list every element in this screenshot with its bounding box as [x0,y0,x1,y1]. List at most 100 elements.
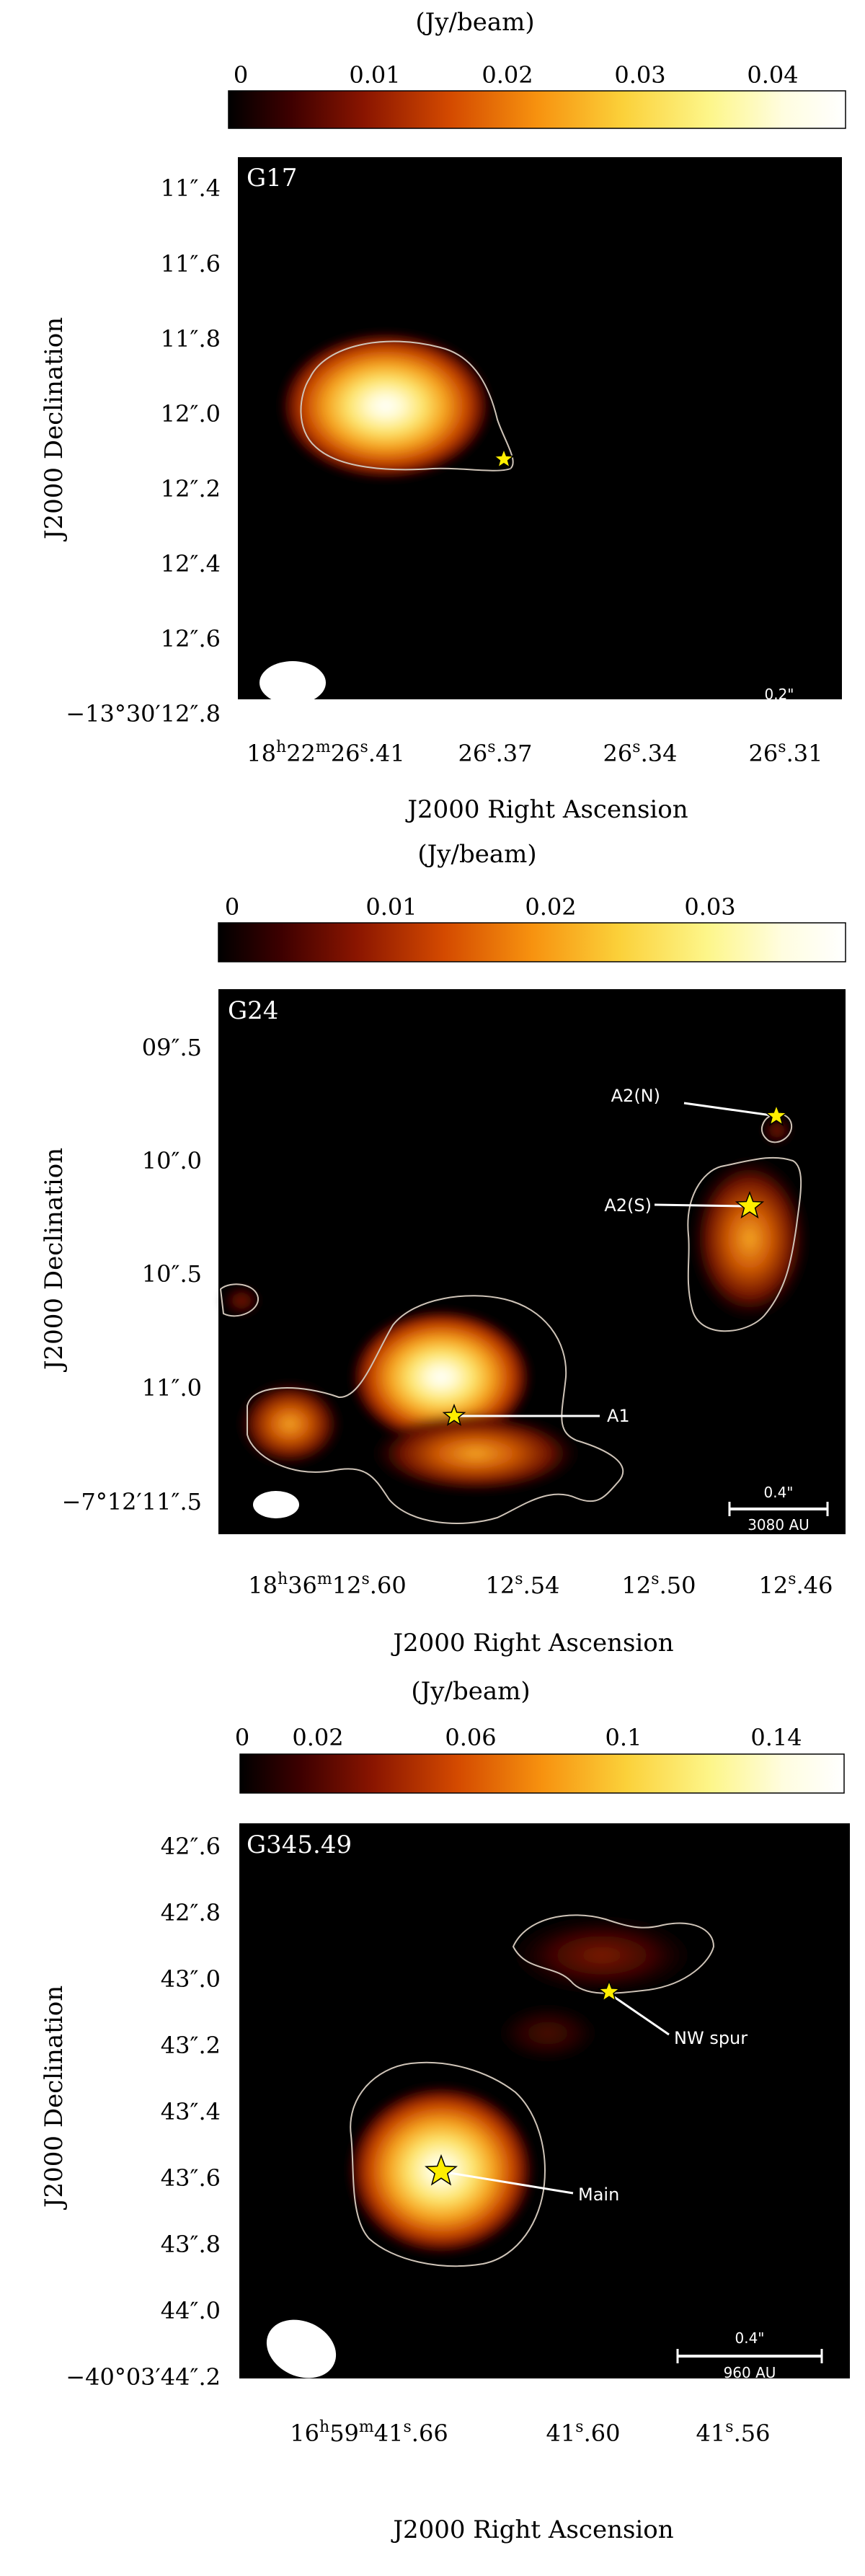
colorbar-label: (Jy/beam) [411,1677,530,1706]
colorbar [228,90,846,129]
x-tick-label: 18h22m26s.41 [247,738,404,767]
x-tick-labels: 16h59m41s.66 41s.60 41s.56 [290,2418,770,2447]
x-tick-label: 26s.34 [603,738,678,767]
colorbar-tick-label: 0.04 [747,61,798,89]
emission-extension [368,1412,584,1495]
contour-line [219,1283,260,1317]
colorbar-tick-label: 0.06 [445,1724,496,1751]
colorbar-ticklabels: 0 0.02 0.06 0.1 0.14 [235,1724,802,1751]
y-axis-label: J2000 Declination [40,317,68,541]
colorbar-tick-label: 0.02 [525,893,576,921]
colorbar-ticklabels: 0 0.01 0.02 0.03 0.04 [234,61,799,89]
emission-map [220,1115,811,1495]
scalebar-bottom-label: 960 AU [724,2364,776,2381]
scalebar: 0.4" 960 AU [676,2329,823,2381]
panel-g345: (Jy/beam) 0 0.02 0.06 0.1 0.14 G345.49 N… [40,1677,850,2544]
y-tick-label: 11″.6 [161,250,221,278]
colorbar-tick-label: 0.1 [606,1724,642,1751]
star-markers [425,1979,621,2186]
contour-line [247,1295,624,1524]
y-tick-label: −40°03′44″.2 [66,2363,221,2391]
colorbar-tick-label: 0.01 [365,893,417,921]
colorbar-label: (Jy/beam) [417,840,536,869]
y-tick-label: 12″.0 [161,400,221,428]
y-tick-label: 43″.6 [161,2164,221,2192]
x-axis-label: J2000 Right Ascension [391,2515,673,2544]
y-tick-label: 43″.8 [161,2231,221,2258]
x-tick-label: 16h59m41s.66 [290,2418,448,2447]
annotation-leaders [459,1102,772,1417]
annotation-label: NW spur [674,2028,748,2048]
y-tick-label: 12″.2 [161,475,221,503]
colorbar-ticklabels: 0 0.01 0.02 0.03 [225,893,736,921]
scalebar-top-label: 0.4" [763,1484,793,1501]
emission-a2 [688,1154,811,1324]
colorbar-tick-label: 0.03 [614,61,665,89]
y-tick-label: 10″.0 [142,1147,202,1174]
x-tick-labels: 18h22m26s.41 26s.37 26s.34 26s.31 [247,738,822,767]
beam-ellipse [253,1491,299,1518]
emission-map [278,330,494,482]
x-tick-label: 26s.37 [458,738,533,767]
beam-ellipse [260,661,326,704]
annotation-label: A2(N) [611,1086,660,1106]
contour-line [687,1156,802,1332]
annotation-leaders [440,1992,670,2195]
y-tick-label: 11″.0 [142,1374,202,1402]
x-tick-label: 18h36m12s.60 [248,1570,406,1599]
colorbar-tick-label: 0.14 [750,1724,802,1751]
y-tick-label: 12″.6 [161,625,221,652]
y-tick-label: 42″.6 [161,1833,221,1860]
contour-line [350,2061,546,2267]
y-axis-label: J2000 Declination [40,1148,68,1372]
x-tick-labels: 18h36m12s.60 12s.54 12s.50 12s.46 [248,1570,833,1599]
y-tick-label: −7°12′11″.5 [62,1488,202,1515]
y-tick-labels: 09″.5 10″.0 10″.5 11″.0 −7°12′11″.5 [62,1034,202,1515]
star-marker [442,1403,466,1426]
star-marker [425,2154,458,2186]
x-tick-label: 12s.50 [622,1570,696,1599]
star-marker [735,1190,765,1219]
y-tick-label: 11″.8 [161,325,221,353]
y-tick-label: 09″.5 [142,1034,202,1061]
y-tick-label: 43″.0 [161,1965,221,1993]
x-tick-label: 41s.60 [546,2418,621,2447]
emission-bridge [490,2001,606,2066]
y-tick-label: 44″.0 [161,2297,221,2324]
x-tick-label: 12s.54 [486,1570,560,1599]
leader-line [440,2170,574,2195]
scalebar-top-label: 0.2" [764,686,794,703]
star-marker [492,447,515,469]
annotation-label: A2(S) [604,1195,652,1216]
star-marker [597,1979,621,2002]
image-frame [239,1823,850,2378]
y-tick-label: −13°30′12″.8 [66,700,221,727]
x-axis-label: J2000 Right Ascension [391,1629,673,1657]
emission-nw-spur [501,1912,703,1999]
y-tick-labels: 42″.6 42″.8 43″.0 43″.2 43″.4 43″.6 43″.… [66,1833,221,2391]
colorbar-tick-label: 0.03 [684,893,735,921]
colorbar-tick-label: 0.02 [292,1724,343,1751]
scalebar: 0.4" 3080 AU [728,1484,829,1533]
contour-lines [350,1914,715,2267]
y-tick-label: 10″.5 [142,1260,202,1288]
colorbar-tick-label: 0 [235,1724,249,1751]
emission-faint-west [220,1283,263,1318]
contour-line [300,340,514,472]
x-tick-label: 26s.31 [749,738,823,767]
scalebar: 0.2" 440 AU [737,686,821,738]
source-label: G17 [247,164,297,192]
panel-g24: (Jy/beam) 0 0.01 0.02 0.03 G24 [40,840,846,1657]
y-tick-label: 42″.8 [161,1899,221,1926]
x-axis-label: J2000 Right Ascension [405,795,688,824]
panel-g17: (Jy/beam) 0 0.01 0.02 0.03 0.04 G17 0.2"… [40,8,846,824]
colorbar-label: (Jy/beam) [415,8,534,37]
y-tick-label: 43″.4 [161,2098,221,2125]
leader-line [608,1992,670,2036]
leader-line [683,1102,772,1117]
emission-west [236,1379,344,1469]
contour-line [512,1914,715,1994]
annotation-label: A1 [607,1406,630,1426]
emission-peak [278,330,494,482]
